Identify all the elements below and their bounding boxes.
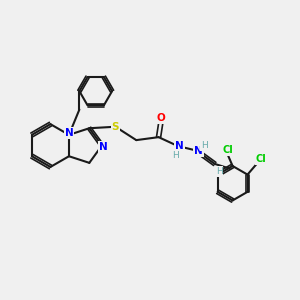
Text: H: H xyxy=(201,141,208,150)
Text: S: S xyxy=(112,122,119,132)
Text: H: H xyxy=(172,151,179,160)
Text: N: N xyxy=(194,146,203,155)
Text: N: N xyxy=(99,142,108,152)
Text: Cl: Cl xyxy=(256,154,266,164)
Text: O: O xyxy=(157,113,165,123)
Text: N: N xyxy=(175,141,184,151)
Text: Cl: Cl xyxy=(223,145,233,155)
Text: H: H xyxy=(216,167,223,176)
Text: N: N xyxy=(64,128,73,138)
